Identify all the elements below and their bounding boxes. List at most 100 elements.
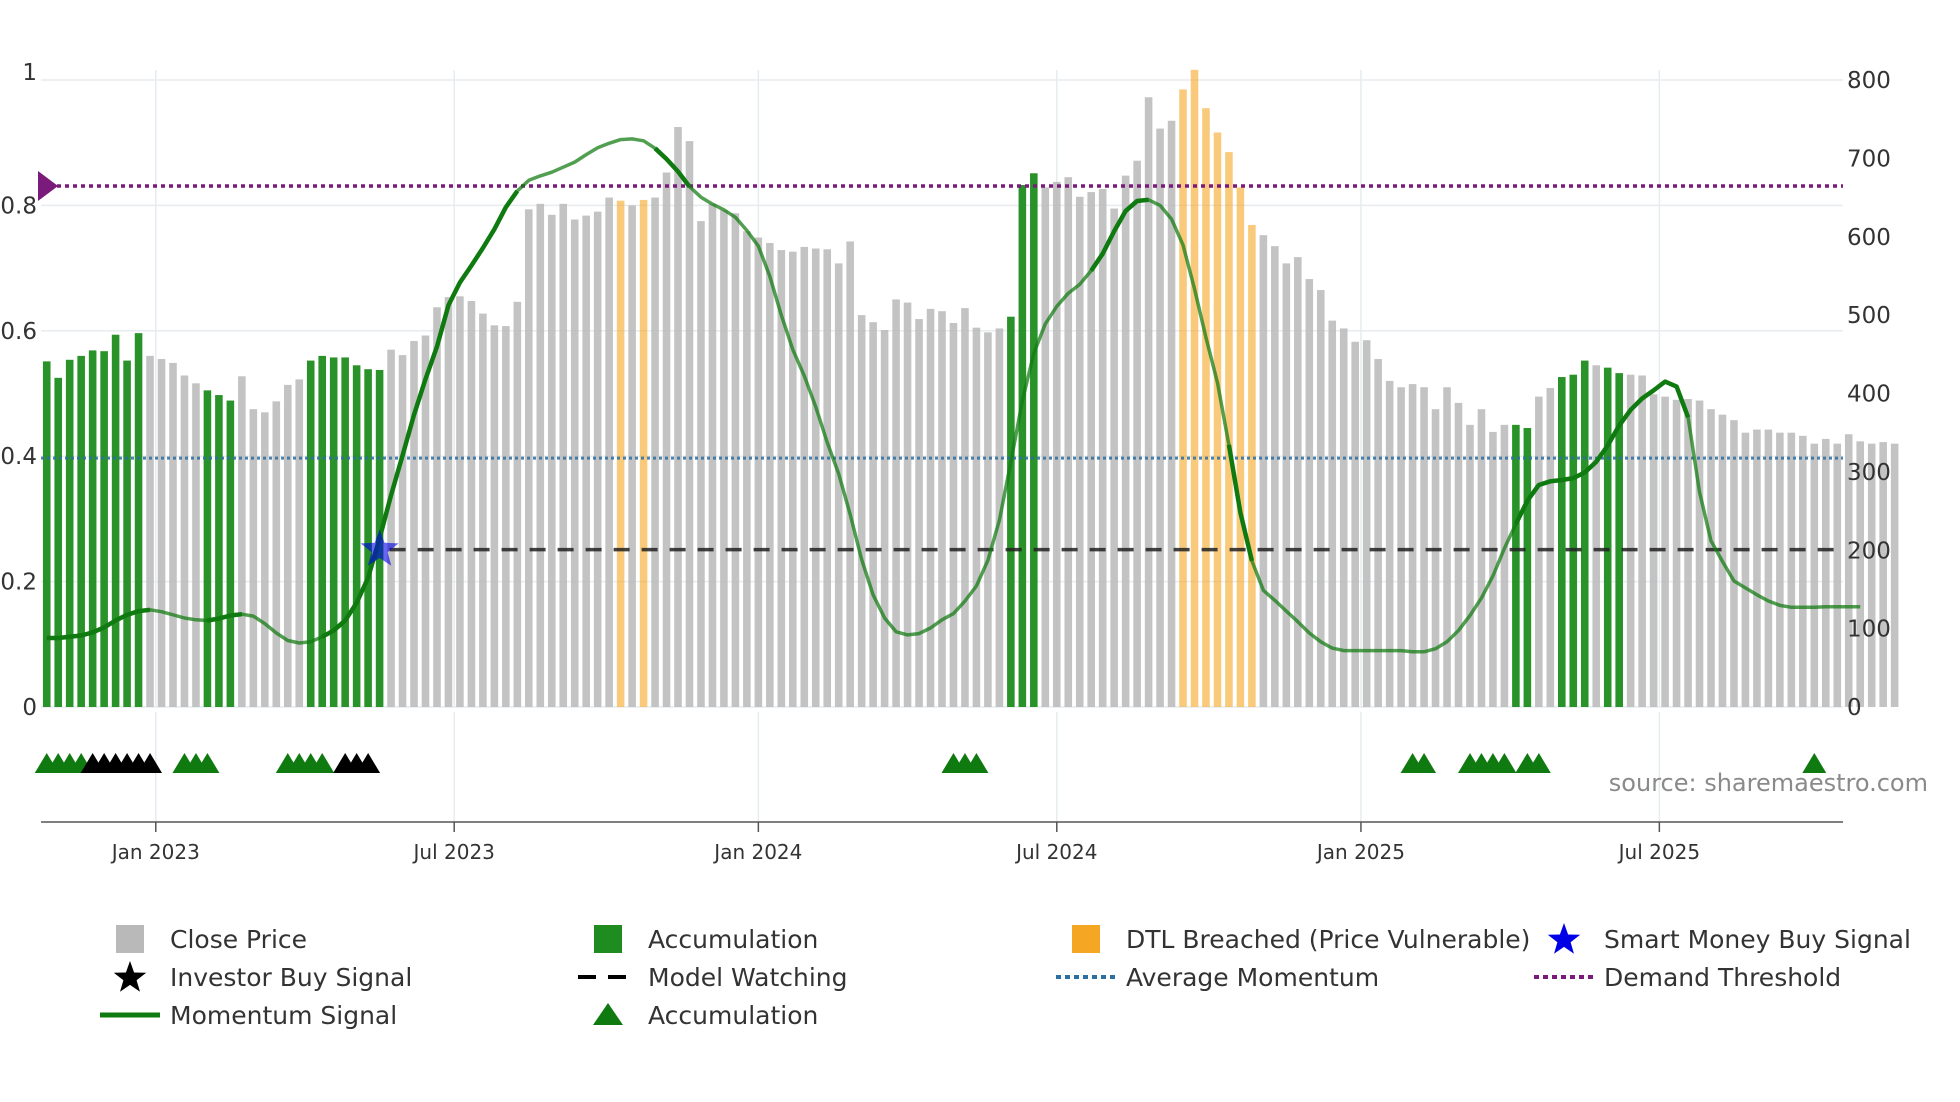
- legend-label: Investor Buy Signal: [170, 962, 413, 992]
- accumulation-bar: [1558, 377, 1566, 707]
- close-price-bar: [789, 251, 797, 708]
- legend-label: Close Price: [170, 924, 308, 954]
- accumulation-bar: [203, 390, 212, 707]
- legend-item-average-momentum[interactable]: Average Momentum: [1056, 960, 1379, 994]
- accumulation-bar: [88, 350, 97, 707]
- close-price-bar: [1764, 429, 1773, 707]
- close-price-bar: [582, 215, 590, 707]
- accumulation-bar: [134, 333, 143, 707]
- legend-item-accumulation-bar[interactable]: Accumulation: [578, 922, 818, 956]
- close-price-bar: [708, 203, 717, 707]
- close-price-bar: [800, 246, 809, 707]
- momentum-signal-strong-segment: [207, 611, 243, 623]
- close-price-bar: [1546, 388, 1555, 707]
- source-label: source: sharemaestro.com: [1608, 769, 1928, 797]
- close-price-bar: [903, 302, 912, 707]
- close-price-bar: [651, 197, 659, 707]
- momentum-signal-strong-segment: [653, 146, 692, 188]
- momentum-signal-strong-segment: [1513, 379, 1691, 525]
- y-right-tick-label: 700: [1847, 146, 1891, 172]
- legend-item-model-watching[interactable]: Model Watching: [578, 960, 848, 994]
- close-price-bar: [892, 299, 900, 707]
- x-tick-label: Jan 2023: [110, 840, 200, 864]
- close-price-bar: [685, 141, 694, 707]
- close-price-bar: [1408, 384, 1417, 707]
- accumulation-bar: [1007, 316, 1015, 707]
- momentum-signal-strong-segment: [321, 189, 520, 639]
- dtl-breached-bar: [1225, 152, 1233, 708]
- legend-item-close-price[interactable]: Close Price: [100, 922, 307, 956]
- dtl-breached-bar: [616, 200, 625, 707]
- close-price-bar: [1087, 192, 1095, 708]
- legend-item-investor-buy[interactable]: Investor Buy Signal: [100, 960, 412, 994]
- close-price-bar: [1133, 160, 1141, 707]
- legend-swatch-close-price: [116, 925, 144, 953]
- demand-threshold-marker: [38, 170, 58, 201]
- accumulation-bar: [54, 377, 63, 707]
- accumulation-marker: [310, 753, 335, 773]
- legend-label: Smart Money Buy Signal: [1604, 924, 1911, 954]
- close-price-bar: [674, 127, 682, 707]
- close-price-bar: [1420, 387, 1428, 707]
- legend-swatch-dtl: [1072, 925, 1100, 953]
- close-price-bar: [433, 307, 441, 707]
- close-price-bar: [984, 332, 992, 707]
- y-left-tick-label: 1: [22, 60, 37, 86]
- close-price-bar: [1305, 279, 1314, 707]
- close-price-bar: [1707, 409, 1715, 707]
- close-price-bar: [467, 301, 476, 707]
- legend-item-demand-threshold[interactable]: Demand Threshold: [1534, 960, 1841, 994]
- close-price-bar: [1110, 208, 1118, 707]
- legend-item-smart-money[interactable]: Smart Money Buy Signal: [1534, 922, 1911, 956]
- dtl-breached-bar: [1213, 132, 1222, 708]
- accumulation-bar: [1569, 374, 1578, 707]
- triangle-icon: [593, 1003, 623, 1025]
- x-tick-label: Jan 2024: [712, 840, 802, 864]
- close-price-bar: [502, 326, 510, 707]
- legend: Close Price Accumulation DTL Breached (P…: [0, 918, 1960, 1068]
- accumulation-bar: [352, 365, 361, 707]
- close-price-bar: [605, 197, 613, 707]
- y-right-tick-label: 0: [1847, 695, 1862, 721]
- legend-item-momentum-signal[interactable]: Momentum Signal: [100, 998, 397, 1032]
- close-price-bar: [926, 308, 935, 707]
- close-price-bar: [456, 296, 464, 707]
- accumulation-marker: [195, 753, 220, 773]
- close-price-bar: [1454, 402, 1463, 707]
- accumulation-bar: [42, 361, 51, 707]
- close-price-bar: [238, 376, 246, 707]
- close-price-bar: [295, 379, 304, 707]
- legend-label: Demand Threshold: [1604, 962, 1842, 992]
- accumulation-marker: [1526, 753, 1551, 773]
- accumulation-bar: [215, 395, 223, 707]
- close-price-bar: [1351, 341, 1359, 707]
- close-price-bar: [1374, 359, 1382, 707]
- close-price-bar: [261, 412, 269, 707]
- close-price-bar: [192, 383, 200, 707]
- close-price-bar: [1294, 257, 1302, 707]
- close-price-bar: [938, 311, 946, 707]
- momentum-line: [46, 137, 1861, 654]
- accumulation-bar: [329, 357, 338, 707]
- close-price-bar: [972, 327, 981, 707]
- legend-item-dtl-breached[interactable]: DTL Breached (Price Vulnerable): [1056, 922, 1530, 956]
- close-price-bar: [857, 315, 866, 707]
- star-icon: [113, 961, 147, 992]
- axes: Jan 2023 Jul 2023 Jan 2024 Jul 2024 Jan 2025…: [0, 60, 1890, 864]
- close-price-bar: [1075, 196, 1084, 707]
- accumulation-bar: [1018, 185, 1027, 707]
- accumulation-bar: [364, 369, 372, 707]
- y-left-tick-label: 0.2: [0, 570, 37, 596]
- close-price-bar: [1753, 429, 1761, 707]
- legend-swatch-accumulation: [594, 925, 622, 953]
- accumulation-bar: [111, 334, 120, 707]
- close-price-bar: [662, 172, 671, 708]
- dtl-breached-bar: [1248, 224, 1256, 707]
- close-price-bar: [444, 297, 453, 707]
- y-left-tick-label: 0: [22, 695, 37, 721]
- accumulation-marker: [1492, 753, 1517, 773]
- legend-item-accumulation-marker[interactable]: Accumulation: [578, 998, 818, 1032]
- accumulation-bar: [77, 355, 85, 707]
- close-price-bar: [398, 355, 407, 707]
- x-tick-label: Jul 2025: [1617, 840, 1700, 864]
